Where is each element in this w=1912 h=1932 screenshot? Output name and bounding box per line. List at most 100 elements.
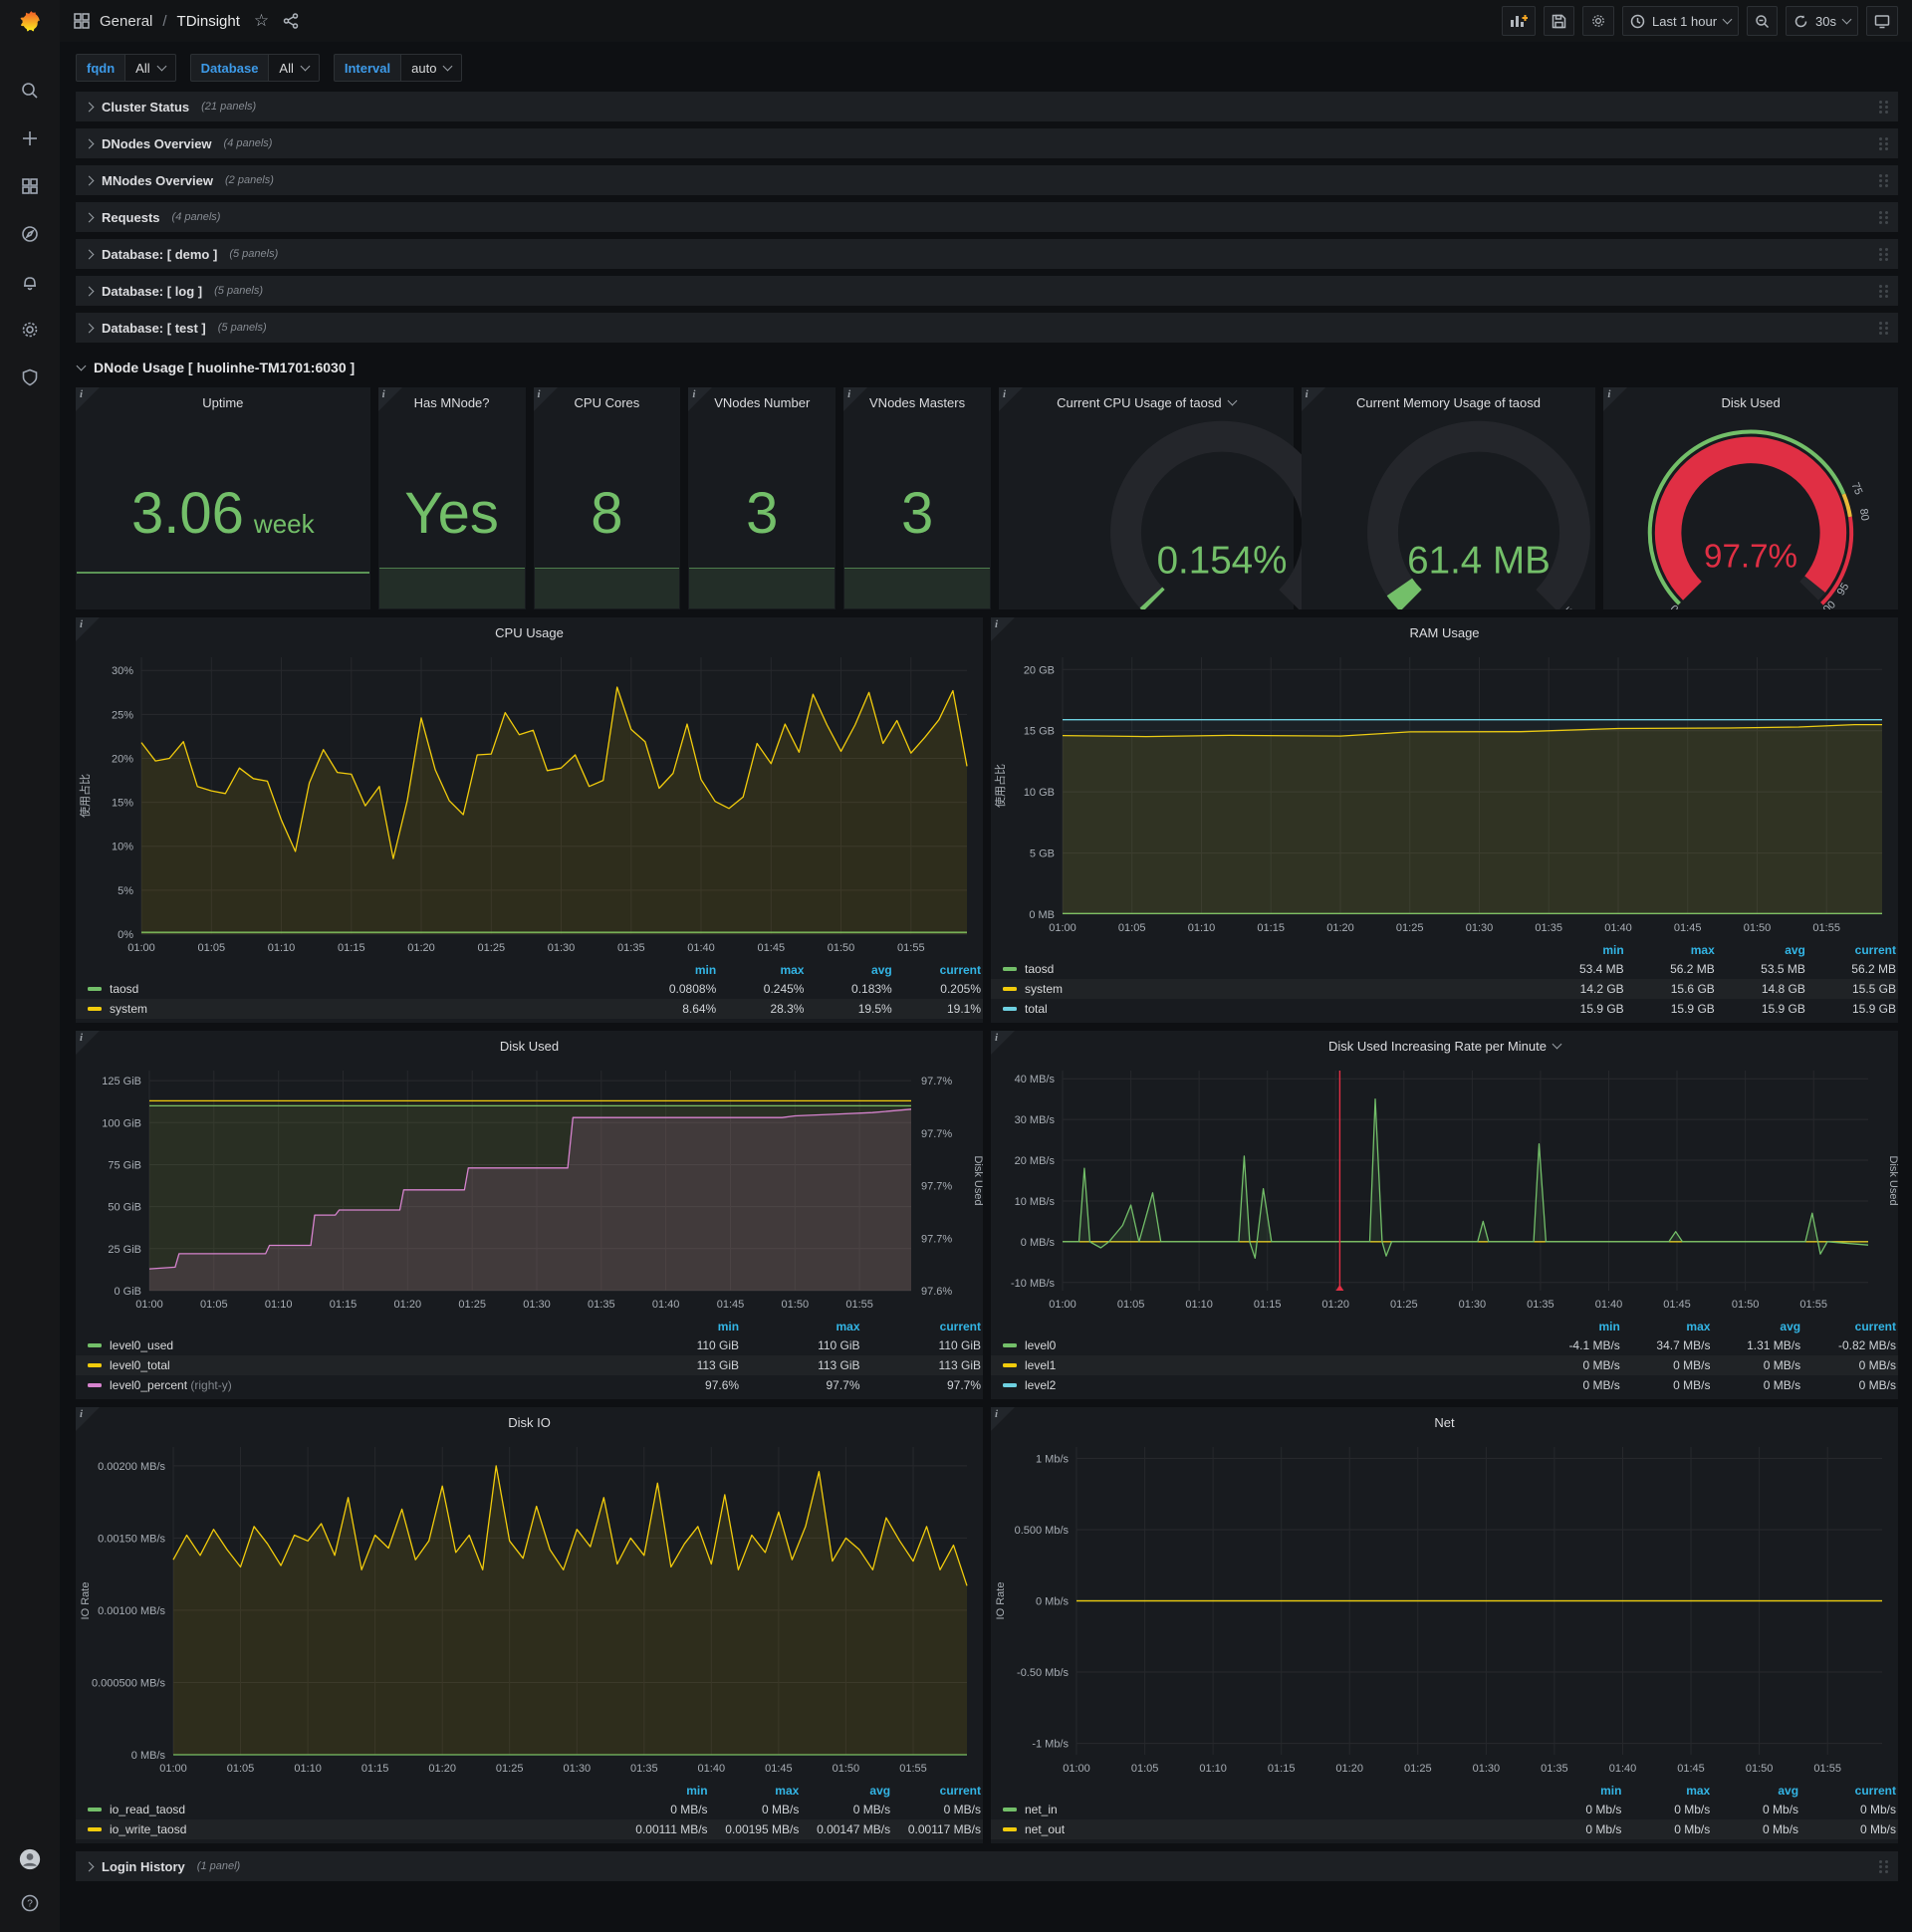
time-series-plot[interactable]: 0.00200 MB/s 0.00150 MB/s 0.00100 MB/s 0.00… <box>76 1437 983 1779</box>
legend-series-name[interactable]: total <box>991 999 1536 1019</box>
panel-title[interactable]: VNodes Number <box>688 387 836 417</box>
legend-series-name[interactable]: system <box>76 999 620 1019</box>
panel-info-corner[interactable]: i <box>76 1031 100 1055</box>
breadcrumb-folder[interactable]: General <box>100 12 153 30</box>
row-cluster-status[interactable]: Cluster Status (21 panels) <box>76 92 1898 121</box>
legend-series-name[interactable]: system <box>991 979 1536 999</box>
search-icon[interactable] <box>19 80 41 102</box>
row-drag-handle[interactable] <box>1879 100 1888 114</box>
legend-header[interactable]: min <box>694 963 717 977</box>
legend-header[interactable]: max <box>836 1320 860 1333</box>
add-panel-button[interactable] <box>1501 6 1536 36</box>
panel-title[interactable]: Disk Used Increasing Rate per Minute <box>991 1031 1898 1061</box>
time-series-plot[interactable]: 20 GB 15 GB 10 GB 5 GB 0 MB 01:00 01:05 01:10 01… <box>991 647 1898 938</box>
panel-info-corner[interactable]: i <box>533 387 558 411</box>
panel-title[interactable]: Current Memory Usage of taosd <box>1302 387 1596 417</box>
panel-title[interactable]: CPU Usage <box>76 617 983 647</box>
legend-header[interactable]: avg <box>871 963 892 977</box>
legend-header[interactable]: avg <box>869 1784 891 1798</box>
legend-header[interactable]: avg <box>1780 1320 1801 1333</box>
user-avatar[interactable] <box>19 1848 41 1870</box>
legend-series-name[interactable]: io_write_taosd <box>76 1819 620 1839</box>
panel-info-corner[interactable]: i <box>991 1407 1015 1431</box>
legend-header[interactable]: avg <box>1785 943 1805 957</box>
variable-interval[interactable]: Interval auto <box>333 54 463 82</box>
variable-value-dropdown[interactable]: All <box>268 54 320 82</box>
legend-series-name[interactable]: taosd <box>991 959 1536 979</box>
legend-header[interactable]: max <box>1686 1320 1711 1333</box>
row-drag-handle[interactable] <box>1879 136 1888 150</box>
legend-series-name[interactable]: level0 <box>991 1335 1536 1355</box>
row-drag-handle[interactable] <box>1879 173 1888 187</box>
time-range-picker[interactable]: Last 1 hour <box>1621 6 1740 36</box>
time-series-plot[interactable]: 30% 25% 20% 15% 10% 5% 0% 01:00 01:05 01:10 01:15 0… <box>76 647 983 958</box>
panel-title[interactable]: RAM Usage <box>991 617 1898 647</box>
configuration-gear-icon[interactable] <box>19 319 41 341</box>
row-requests[interactable]: Requests (4 panels) <box>76 202 1898 232</box>
legend-series-name[interactable]: level2 <box>991 1375 1536 1395</box>
row-mnodes-overview[interactable]: MNodes Overview (2 panels) <box>76 165 1898 195</box>
alerting-bell-icon[interactable] <box>19 271 41 293</box>
zoom-out-time-button[interactable] <box>1747 6 1779 36</box>
dashboard-grid-icon[interactable] <box>74 13 90 29</box>
variable-value-dropdown[interactable]: All <box>124 54 176 82</box>
legend-header[interactable]: min <box>686 1784 708 1798</box>
legend-header[interactable]: max <box>775 1784 800 1798</box>
legend-series-name[interactable]: net_in <box>991 1800 1536 1819</box>
dashboard-settings-button[interactable] <box>1581 6 1614 36</box>
time-series-plot[interactable]: 1 Mb/s 0.500 Mb/s 0 Mb/s -0.50 Mb/s -1 Mb/s 0… <box>991 1437 1898 1779</box>
legend-header[interactable]: current <box>1854 1320 1896 1333</box>
legend-series-name[interactable]: level1 <box>991 1355 1536 1375</box>
row-dnodes-overview[interactable]: DNodes Overview (4 panels) <box>76 128 1898 158</box>
breadcrumb[interactable]: General / TDinsight <box>100 13 240 30</box>
panel-title[interactable]: Disk IO <box>76 1407 983 1437</box>
legend-header[interactable]: max <box>1690 943 1715 957</box>
grafana-logo-icon[interactable] <box>0 0 60 44</box>
legend-series-name[interactable]: level0_used <box>76 1335 620 1355</box>
explore-compass-icon[interactable] <box>19 223 41 245</box>
panel-info-corner[interactable]: i <box>688 387 713 411</box>
legend-header[interactable]: current <box>939 1320 981 1333</box>
legend-series-name[interactable]: level0_percent (right-y) <box>76 1375 620 1395</box>
legend-header[interactable]: avg <box>1778 1784 1799 1798</box>
legend-header[interactable]: current <box>1854 943 1896 957</box>
help-icon[interactable]: ? <box>19 1892 41 1914</box>
legend-header[interactable]: min <box>1598 1320 1620 1333</box>
panel-info-corner[interactable]: i <box>1301 387 1325 411</box>
panel-title[interactable]: Net <box>991 1407 1898 1437</box>
row-dnode-usage[interactable]: DNode Usage [ huolinhe-TM1701:6030 ] <box>76 352 1898 383</box>
row-drag-handle[interactable] <box>1879 284 1888 298</box>
server-admin-shield-icon[interactable] <box>19 366 41 388</box>
panel-title[interactable]: Uptime <box>76 387 370 417</box>
panel-info-corner[interactable]: i <box>76 1407 100 1431</box>
time-series-plot[interactable]: 125 GiB 100 GiB 75 GiB 50 GiB 25 GiB 0 GiB 01:… <box>76 1061 983 1315</box>
panel-info-corner[interactable]: i <box>991 1031 1015 1055</box>
legend-header[interactable]: current <box>939 1784 981 1798</box>
panel-info-corner[interactable]: i <box>1603 387 1628 411</box>
panel-title[interactable]: Disk Used <box>1603 387 1898 417</box>
legend-series-name[interactable]: io_read_taosd <box>76 1800 620 1819</box>
legend-series-name[interactable]: level0_total <box>76 1355 620 1375</box>
variable-fqdn[interactable]: fqdn All <box>76 54 176 82</box>
panel-info-corner[interactable]: i <box>991 617 1015 641</box>
refresh-picker[interactable]: 30s <box>1786 6 1858 36</box>
panel-title[interactable]: CPU Cores <box>534 387 681 417</box>
dashboards-icon[interactable] <box>19 175 41 197</box>
legend-header[interactable]: current <box>939 963 981 977</box>
legend-header[interactable]: min <box>1602 943 1624 957</box>
legend-header[interactable]: min <box>1600 1784 1622 1798</box>
legend-series-name[interactable]: taosd <box>76 979 620 999</box>
legend-header[interactable]: current <box>1854 1784 1896 1798</box>
panel-title[interactable]: Current CPU Usage of taosd <box>999 387 1294 417</box>
row-database-log-[interactable]: Database: [ log ] (5 panels) <box>76 276 1898 306</box>
row-drag-handle[interactable] <box>1879 247 1888 261</box>
share-icon[interactable] <box>283 13 299 29</box>
panel-title[interactable]: Disk Used <box>76 1031 983 1061</box>
save-dashboard-button[interactable] <box>1543 6 1574 36</box>
time-series-plot[interactable]: 40 MB/s 30 MB/s 20 MB/s 10 MB/s 0 MB/s -10 MB… <box>991 1061 1898 1315</box>
row-drag-handle[interactable] <box>1879 321 1888 335</box>
row-login-history[interactable]: Login History (1 panel) <box>76 1851 1898 1881</box>
legend-header[interactable]: min <box>717 1320 740 1333</box>
row-database-demo-[interactable]: Database: [ demo ] (5 panels) <box>76 239 1898 269</box>
row-drag-handle[interactable] <box>1879 210 1888 224</box>
